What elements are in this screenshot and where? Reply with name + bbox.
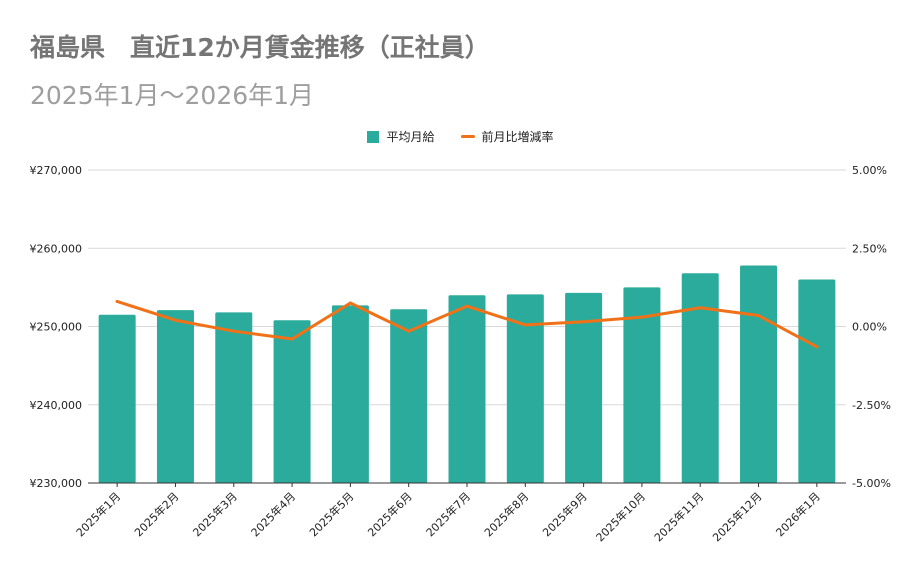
chart-title: 福島県 直近12か月賃金推移（正社員） [30, 33, 490, 62]
bar [98, 314, 136, 483]
chart-subtitle: 2025年1月～2026年1月 [30, 81, 315, 110]
bar [798, 279, 836, 483]
bar [156, 310, 194, 483]
line-point [815, 345, 819, 349]
bar [448, 295, 486, 483]
y-right-tick-label: 5.00% [852, 164, 887, 177]
bar-layer [98, 265, 836, 483]
legend-item-line[interactable]: 前月比増減率 [460, 128, 554, 145]
line-point [232, 329, 236, 333]
y-left-tick-label: ¥250,000 [30, 321, 83, 334]
line-point [173, 318, 177, 322]
x-tick-label: 2025年9月 [540, 489, 590, 539]
y-left-tick-label: ¥240,000 [30, 399, 83, 412]
y-left-tick-label: ¥230,000 [30, 477, 83, 490]
y-left-tick-label: ¥260,000 [30, 242, 83, 255]
bar [273, 320, 311, 483]
line-point [698, 306, 702, 310]
legend-item-bar[interactable]: 平均月給 [367, 128, 435, 145]
y-right-tick-label: 2.50% [852, 242, 887, 255]
x-tick-label: 2025年5月 [306, 489, 356, 539]
x-tick-label: 2025年7月 [423, 489, 473, 539]
bar [215, 312, 253, 483]
legend-label-bar: 平均月給 [386, 130, 435, 144]
bar [390, 309, 428, 483]
line-point [290, 337, 294, 341]
x-tick-label: 2025年10月 [593, 489, 648, 544]
x-tick-label: 2025年8月 [481, 489, 531, 539]
y-right-tick-label: -5.00% [852, 477, 891, 490]
x-tick-label: 2025年4月 [248, 489, 298, 539]
x-tick-label: 2025年3月 [190, 489, 240, 539]
x-tick-label: 2025年1月 [73, 489, 123, 539]
bar [506, 294, 544, 483]
line-point [348, 301, 352, 305]
x-tick-label: 2026年1月 [773, 489, 823, 539]
line-point [115, 299, 119, 303]
legend: 平均月給 前月比増減率 [0, 128, 921, 145]
bar [623, 287, 661, 483]
line-point [582, 320, 586, 324]
x-tick-label: 2025年12月 [710, 489, 765, 544]
bar [565, 292, 603, 483]
y-left-tick-label: ¥270,000 [30, 164, 83, 177]
line-point [757, 314, 761, 318]
line-point [407, 329, 411, 333]
line-layer [115, 299, 819, 349]
x-tick-label: 2025年11月 [651, 489, 706, 544]
line-point [465, 304, 469, 308]
line-point [640, 315, 644, 319]
bar [740, 265, 778, 483]
legend-label-line: 前月比増減率 [481, 130, 554, 144]
x-tick-label: 2025年6月 [365, 489, 415, 539]
line-point [523, 323, 527, 327]
bar [331, 305, 369, 483]
legend-swatch-line [460, 135, 475, 138]
legend-swatch-bar [367, 130, 380, 143]
y-right-tick-label: 0.00% [852, 321, 887, 334]
x-tick-label: 2025年2月 [131, 489, 181, 539]
bar [681, 273, 719, 483]
y-right-tick-label: -2.50% [852, 399, 891, 412]
